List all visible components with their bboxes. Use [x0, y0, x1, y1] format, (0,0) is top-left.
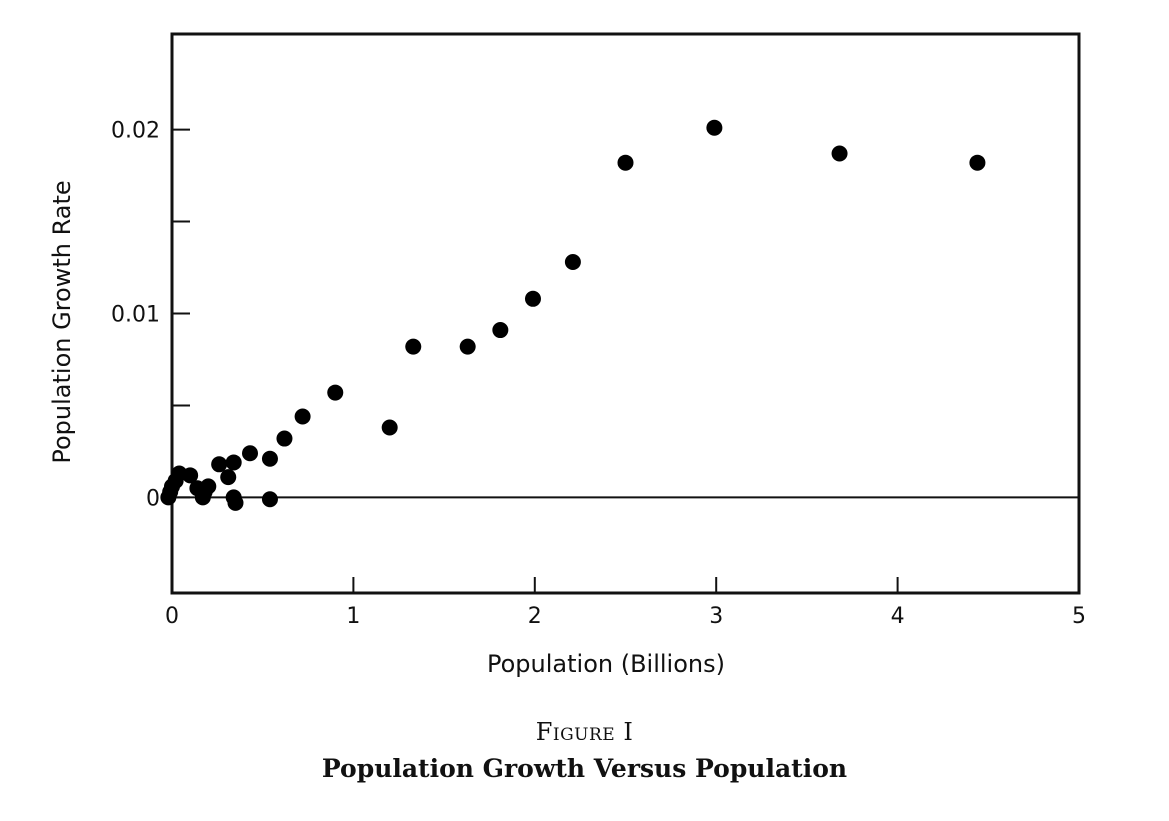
data-point — [242, 445, 259, 462]
data-point — [200, 478, 217, 495]
plot-frame — [170, 32, 1081, 595]
x-tick-label: 3 — [709, 604, 723, 629]
data-point — [706, 119, 723, 136]
figure-title: Population Growth Versus Population — [321, 754, 848, 783]
data-point — [225, 454, 242, 471]
x-tick-label: 4 — [891, 604, 905, 629]
y-axis-title: Population Growth Rate — [48, 180, 76, 463]
data-point — [227, 494, 244, 511]
data-point — [459, 338, 476, 355]
data-point — [524, 290, 541, 307]
x-axis-title: Population (Billions) — [487, 650, 725, 678]
data-point — [261, 450, 278, 467]
data-point — [617, 154, 634, 171]
y-tick-label: 0.02 — [111, 119, 160, 144]
y-axis-ticks: 0 0.01 0.02 — [111, 119, 190, 511]
x-tick-label: 0 — [165, 604, 179, 629]
data-point — [831, 145, 848, 162]
data-point — [564, 254, 581, 271]
y-tick-label: 0.01 — [111, 303, 160, 328]
data-point — [294, 408, 311, 425]
data-point — [182, 467, 199, 484]
x-tick-label: 1 — [346, 604, 360, 629]
data-point — [381, 419, 398, 436]
x-axis-ticks: 0 1 2 3 4 5 — [165, 577, 1086, 629]
data-point — [261, 491, 278, 508]
data-point — [276, 430, 293, 447]
data-point — [327, 384, 344, 401]
data-points — [160, 119, 986, 511]
figure-label: Figure I — [535, 718, 634, 746]
data-point — [969, 154, 986, 171]
data-point — [211, 456, 228, 473]
x-tick-label: 5 — [1072, 604, 1086, 629]
y-tick-label: 0 — [146, 486, 160, 511]
data-point — [220, 469, 237, 486]
data-point — [492, 322, 509, 339]
x-tick-label: 2 — [528, 604, 542, 629]
data-point — [405, 338, 422, 355]
